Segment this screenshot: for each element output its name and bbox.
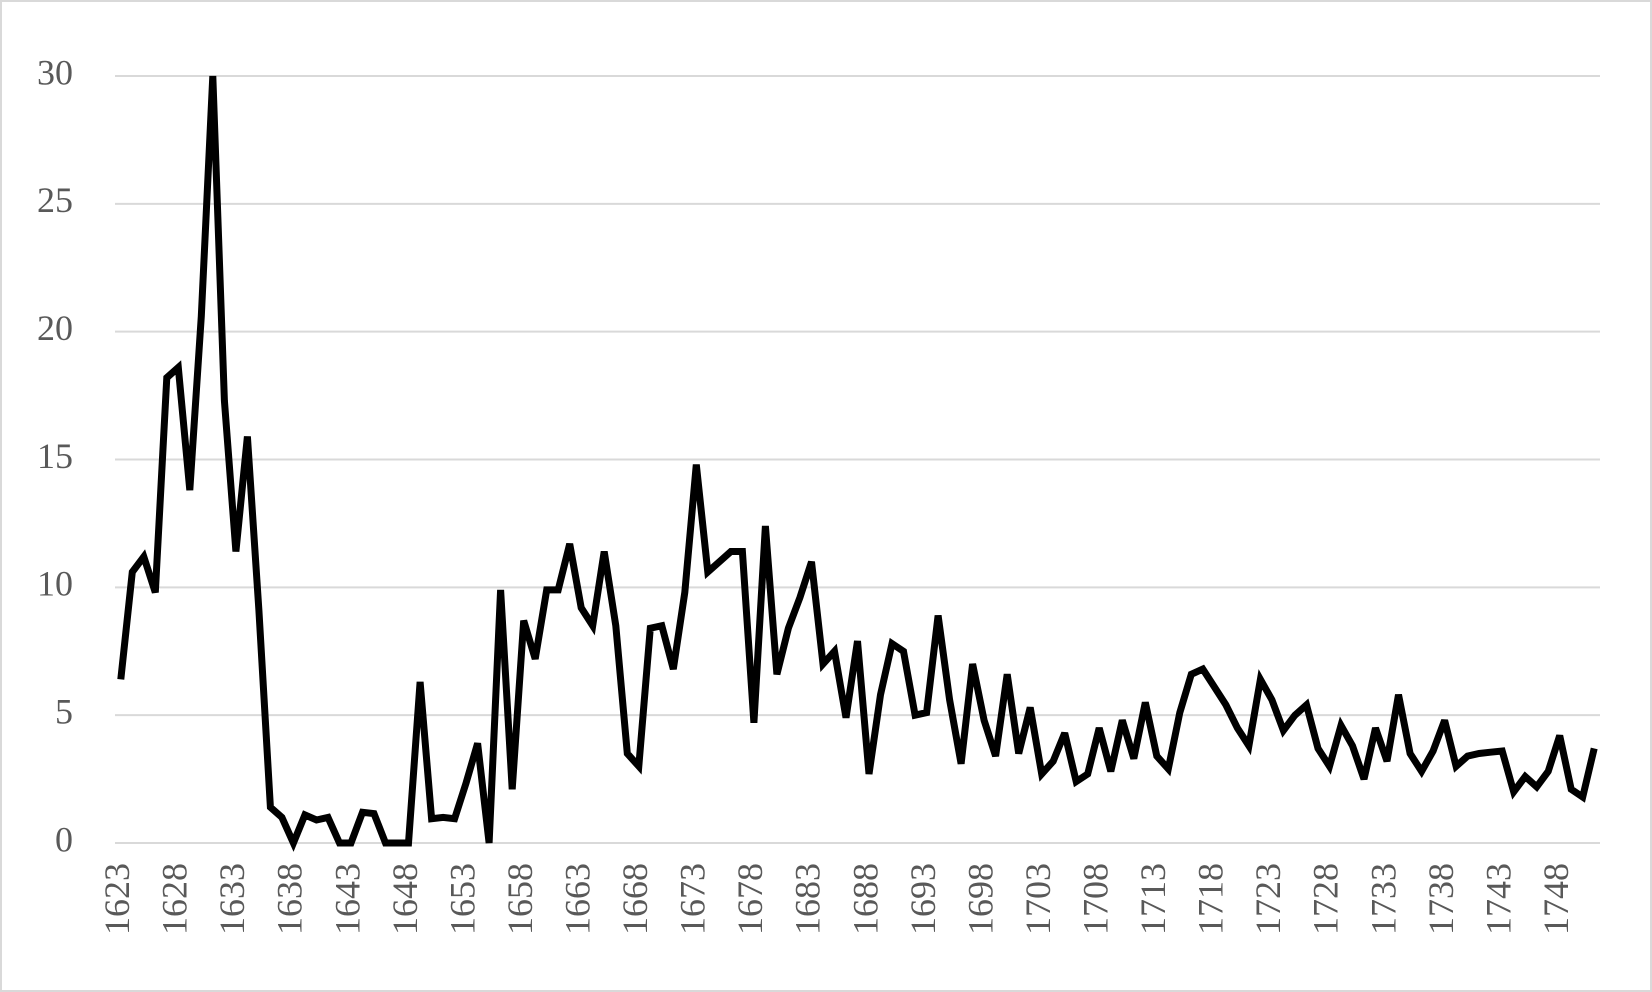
data-line [117, 75, 1598, 852]
x-tick-label: 1648 [385, 863, 425, 935]
x-tick-label: 1708 [1076, 863, 1116, 935]
x-tick-label: 1678 [730, 863, 770, 935]
x-tick-label: 1688 [845, 863, 885, 935]
y-tick-label: 25 [37, 180, 73, 220]
x-tick-label: 1623 [97, 863, 137, 935]
x-tick-label: 1738 [1421, 863, 1461, 935]
x-tick-label: 1663 [557, 863, 597, 935]
y-tick-label: 5 [55, 691, 73, 731]
x-tick-label: 1698 [960, 863, 1000, 935]
y-tick-label: 20 [37, 308, 73, 348]
x-tick-label: 1703 [1018, 863, 1058, 935]
x-tick-label: 1728 [1306, 863, 1346, 935]
x-tick-label: 1673 [673, 863, 713, 935]
x-tick-label: 1628 [155, 863, 195, 935]
x-tick-label: 1733 [1363, 863, 1403, 935]
x-tick-label: 1693 [903, 863, 943, 935]
x-tick-label: 1748 [1536, 863, 1576, 935]
x-tick-label: 1643 [327, 863, 367, 935]
y-tick-label: 30 [37, 52, 73, 92]
y-tick-label: 0 [55, 819, 73, 859]
x-tick-label: 1653 [442, 863, 482, 935]
x-tick-label: 1638 [270, 863, 310, 935]
x-tick-label: 1683 [788, 863, 828, 935]
x-tick-label: 1668 [615, 863, 655, 935]
x-tick-label: 1658 [500, 863, 540, 935]
y-tick-label: 10 [37, 564, 73, 604]
y-tick-label: 15 [37, 436, 73, 476]
x-tick-label: 1723 [1248, 863, 1288, 935]
x-tick-label: 1633 [212, 863, 252, 935]
x-tick-label: 1743 [1478, 863, 1518, 935]
x-tick-label: 1718 [1191, 863, 1231, 935]
x-tick-label: 1713 [1133, 863, 1173, 935]
